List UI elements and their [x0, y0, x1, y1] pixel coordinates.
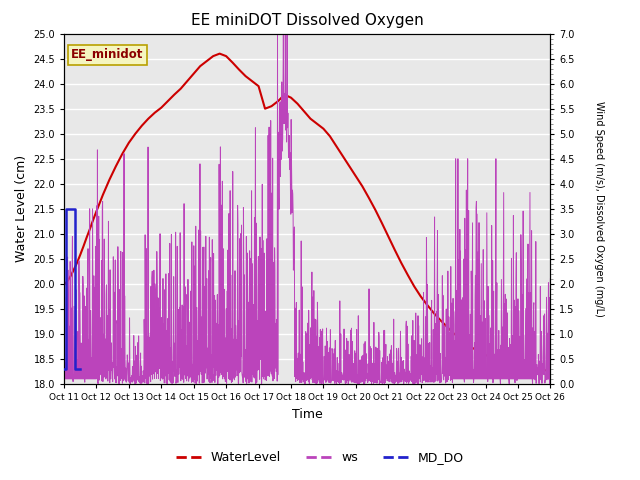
Text: EE_minidot: EE_minidot: [71, 48, 143, 61]
Legend: WaterLevel, ws, MD_DO: WaterLevel, ws, MD_DO: [171, 446, 469, 469]
Y-axis label: Water Level (cm): Water Level (cm): [15, 155, 28, 263]
X-axis label: Time: Time: [292, 408, 323, 420]
Y-axis label: Wind Speed (m/s), Dissolved Oxygen (mg/L): Wind Speed (m/s), Dissolved Oxygen (mg/L…: [595, 101, 604, 317]
Title: EE miniDOT Dissolved Oxygen: EE miniDOT Dissolved Oxygen: [191, 13, 424, 28]
